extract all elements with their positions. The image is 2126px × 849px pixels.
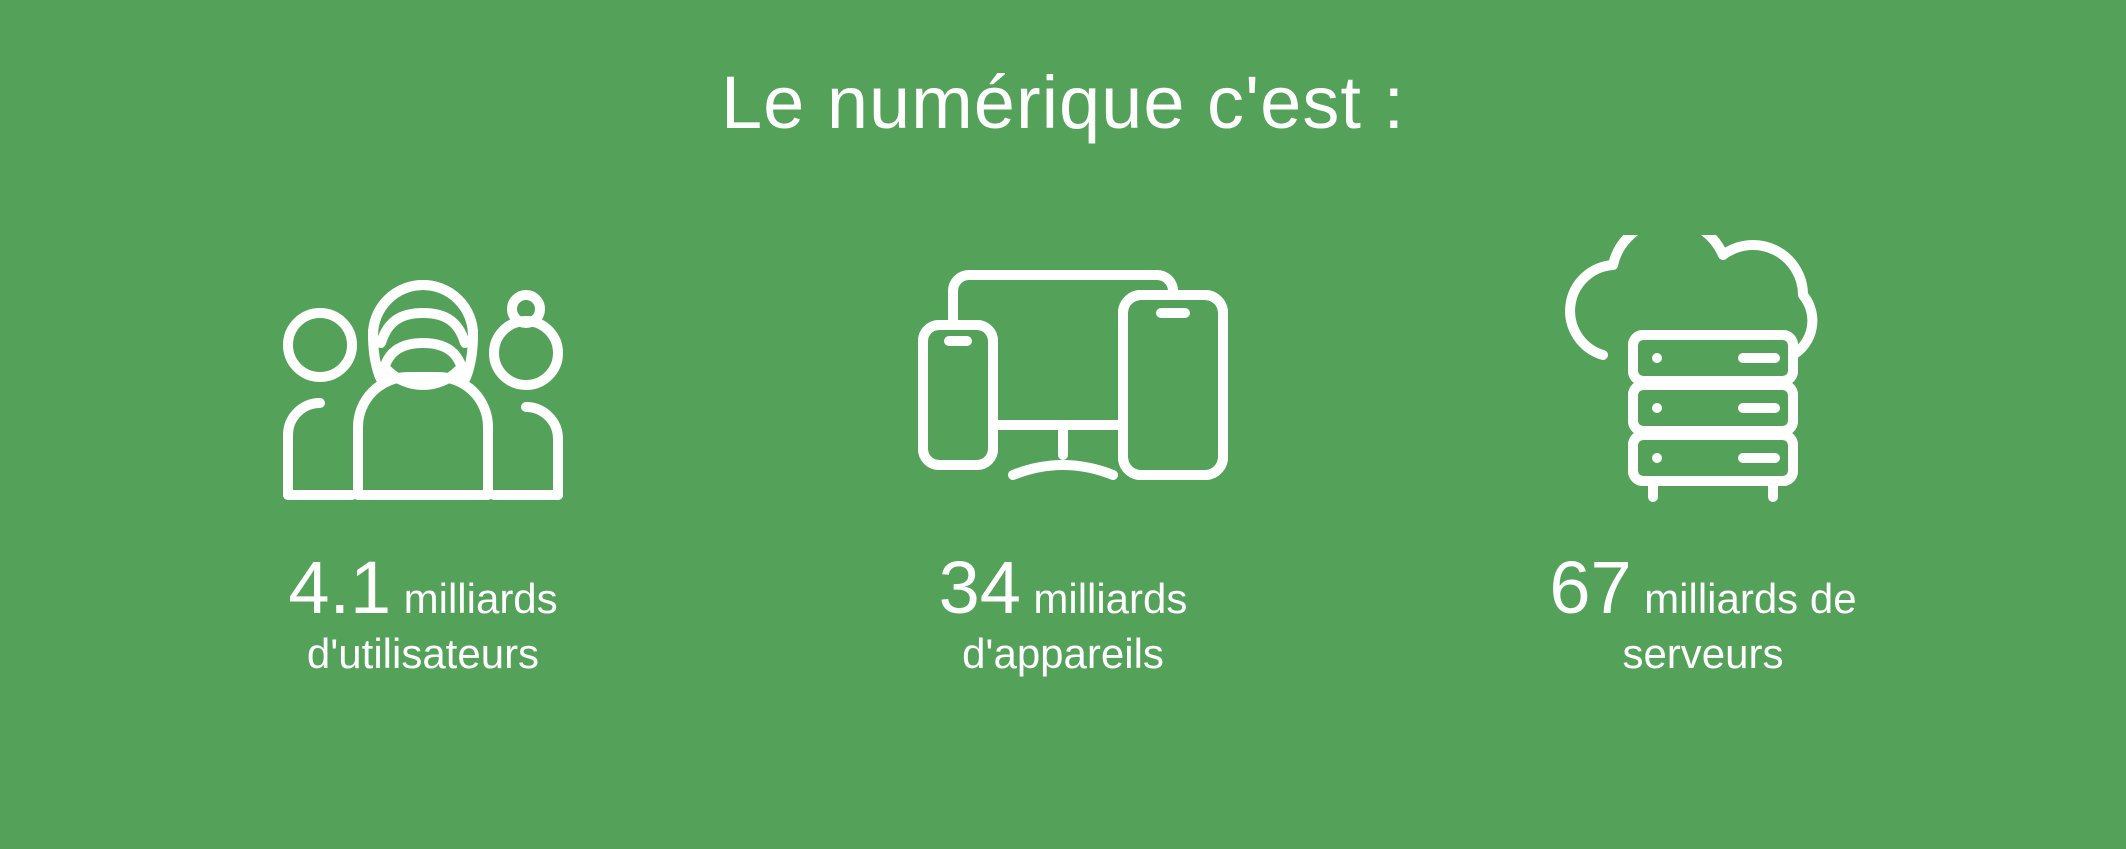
stat-servers-text: 67 milliards de serveurs [1549, 545, 1856, 678]
stat-users: 4.1 milliards d'utilisateurs [193, 235, 653, 678]
page-title: Le numérique c'est : [721, 60, 1405, 145]
stat-devices-number: 34 [939, 545, 1021, 630]
stat-servers-number: 67 [1549, 545, 1631, 630]
users-icon [258, 235, 588, 515]
stats-row: 4.1 milliards d'utilisateurs 3 [0, 235, 2126, 678]
stat-servers-desc: serveurs [1549, 630, 1856, 678]
stat-users-text: 4.1 milliards d'utilisateurs [288, 545, 557, 678]
stat-devices: 34 milliards d'appareils [833, 235, 1293, 678]
stat-users-number: 4.1 [288, 545, 391, 630]
stat-devices-text: 34 milliards d'appareils [939, 545, 1188, 678]
stat-servers: 67 milliards de serveurs [1473, 235, 1933, 678]
stat-users-unit: milliards [404, 575, 558, 623]
stat-servers-unit: milliards de [1644, 575, 1856, 623]
stat-devices-desc: d'appareils [939, 630, 1188, 678]
servers-cloud-icon [1543, 235, 1863, 515]
stat-users-desc: d'utilisateurs [288, 630, 557, 678]
stat-devices-unit: milliards [1033, 575, 1187, 623]
devices-icon [883, 235, 1243, 515]
